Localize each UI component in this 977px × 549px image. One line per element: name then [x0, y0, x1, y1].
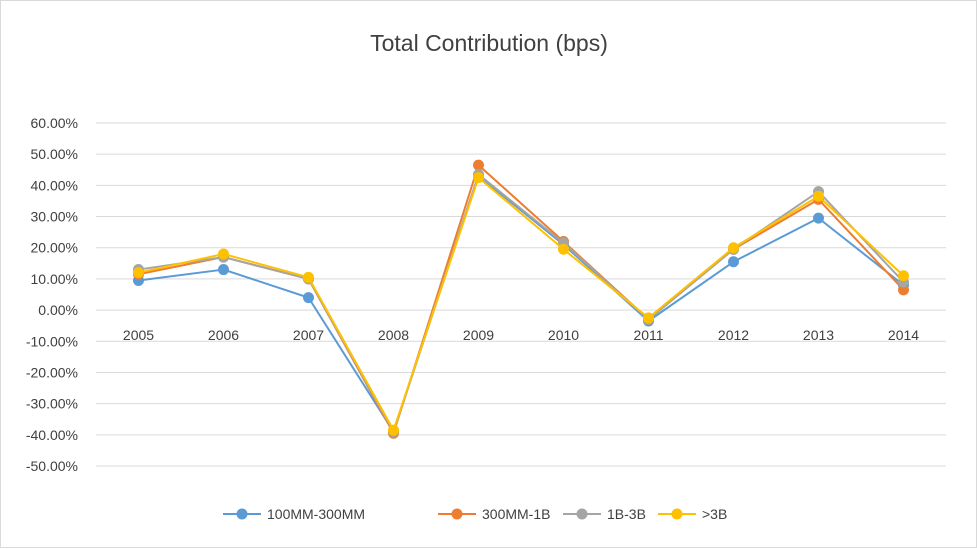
y-tick-label: 10.00% — [31, 271, 78, 287]
legend-label: 1B-3B — [607, 506, 646, 522]
x-tick-label: 2014 — [888, 327, 919, 343]
data-point — [133, 267, 144, 279]
series-layer — [133, 159, 909, 439]
y-tick-label: -10.00% — [26, 333, 78, 349]
data-point — [473, 159, 484, 171]
data-point — [728, 256, 739, 268]
legend-marker — [576, 508, 588, 520]
data-point — [558, 243, 569, 255]
legend-item: 1B-3B — [563, 506, 646, 522]
data-point — [303, 292, 314, 304]
y-tick-label: -30.00% — [26, 396, 78, 412]
series-line — [138, 175, 905, 433]
y-tick-label: -40.00% — [26, 427, 78, 443]
legend-marker — [236, 508, 248, 520]
y-tick-label: 60.00% — [31, 115, 78, 131]
data-point — [218, 248, 229, 260]
legend-item: 300MM-1B — [438, 506, 550, 522]
y-tick-label: 30.00% — [31, 209, 78, 225]
y-tick-label: -20.00% — [26, 364, 78, 380]
series-line — [138, 173, 905, 433]
legend-marker — [451, 508, 463, 520]
y-tick-label: -50.00% — [26, 458, 78, 474]
data-point — [813, 190, 824, 202]
y-tick-label: 40.00% — [31, 177, 78, 193]
x-axis-ticks: 2005 2006 2007 2008 2009 2010 2011 2012 2013 2014 — [123, 327, 919, 343]
y-tick-label: 20.00% — [31, 240, 78, 256]
series-line — [138, 164, 905, 435]
legend-item: >3B — [658, 506, 727, 522]
legend-marker — [671, 508, 683, 520]
x-tick-label: 2012 — [718, 327, 749, 343]
x-tick-label: 2007 — [293, 327, 324, 343]
data-point — [388, 424, 399, 436]
series-100mm-300mm — [133, 170, 909, 438]
data-point — [218, 264, 229, 276]
series-300mm-1b — [133, 159, 909, 439]
data-point — [728, 242, 739, 254]
legend: 100MM-300MM 300MM-1B 1B-3B >3B — [223, 506, 727, 522]
legend-label: 100MM-300MM — [267, 506, 365, 522]
data-point — [898, 270, 909, 282]
data-point — [643, 312, 654, 324]
data-point — [898, 284, 909, 296]
x-tick-label: 2005 — [123, 327, 154, 343]
x-tick-label: 2009 — [463, 327, 494, 343]
y-axis-ticks: 60.00% 50.00% 40.00% 30.00% 20.00% 10.00% 0.00… — [26, 115, 78, 474]
legend-label: 300MM-1B — [482, 506, 550, 522]
x-tick-label: 2006 — [208, 327, 239, 343]
x-tick-label: 2013 — [803, 327, 834, 343]
series-3b — [133, 172, 909, 436]
y-tick-label: 0.00% — [38, 302, 78, 318]
legend-item: 100MM-300MM — [223, 506, 365, 522]
data-point — [303, 271, 314, 283]
y-tick-label: 50.00% — [31, 146, 78, 162]
legend-label: >3B — [702, 506, 727, 522]
chart-title: Total Contribution (bps) — [370, 30, 608, 56]
series-line — [138, 176, 905, 432]
data-point — [473, 172, 484, 184]
series-1b-3b — [133, 168, 909, 438]
data-point — [813, 212, 824, 224]
x-tick-label: 2011 — [633, 327, 663, 343]
gridlines — [96, 122, 946, 467]
x-tick-label: 2010 — [548, 327, 579, 343]
x-tick-label: 2008 — [378, 327, 409, 343]
